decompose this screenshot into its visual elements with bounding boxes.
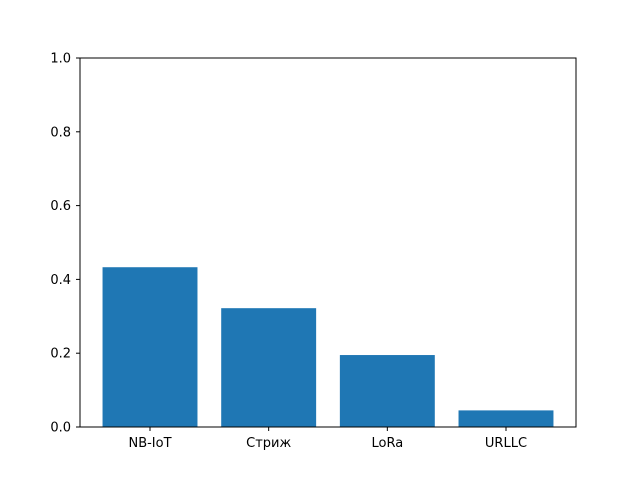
x-tick-label: Стриж [246,436,291,451]
bar-стриж [221,308,317,427]
y-tick-label: 1.0 [50,52,71,67]
x-tick-label: URLLC [485,436,527,451]
bar-urllc [458,410,554,427]
x-axis: NB-IoT Стриж LoRa URLLC [128,427,527,451]
x-tick-label: NB-IoT [128,436,171,451]
bars-layer [102,267,554,427]
x-tick-label: LoRa [371,436,403,451]
y-tick-label: 0.8 [50,125,71,140]
bar-nb-iot [102,267,198,427]
y-axis: 0.0 0.2 0.4 0.6 0.8 1.0 [50,52,80,436]
bar-lora [339,355,435,427]
y-tick-label: 0.2 [50,347,71,362]
plot-frame [79,57,577,428]
y-tick-label: 0.6 [50,199,71,214]
y-tick-label: 0.4 [50,273,71,288]
y-tick-label: 0.0 [50,421,71,436]
